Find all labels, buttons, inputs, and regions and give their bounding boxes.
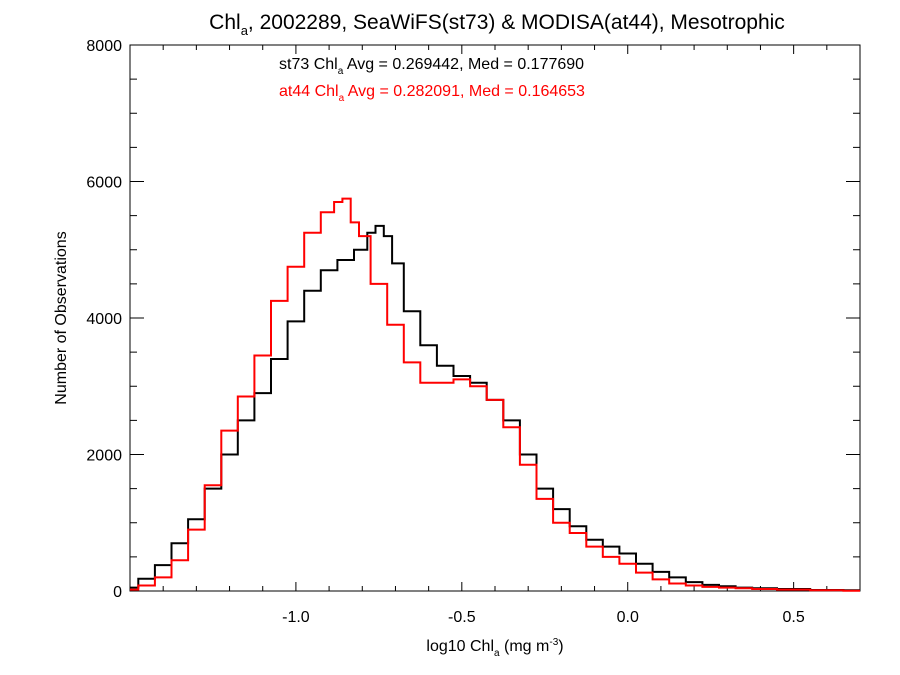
chart-title-base: Chl [209, 11, 241, 34]
chart-title-subscript: a [241, 23, 249, 38]
annotation-st73: st73 Chla Avg = 0.269442, Med = 0.177690 [279, 56, 584, 77]
y-axis-ticks [130, 44, 860, 592]
series-line-at44 [130, 197, 860, 592]
chart-title-rest: , 2002289, SeaWiFS(st73) & MODISA(at44),… [248, 11, 785, 34]
x-tick-label: -1.0 [282, 609, 310, 626]
annotation-at44-post: Avg = 0.282091, Med = 0.164653 [344, 83, 585, 100]
y-axis-label: Number of Observations [53, 231, 70, 404]
x-axis-label-base: log10 Chl [426, 638, 494, 655]
annotation-at44-subscript: a [339, 93, 345, 104]
x-axis-label-end: ) [558, 638, 563, 655]
chart-title: Chla, 2002289, SeaWiFS(st73) & MODISA(at… [209, 11, 785, 38]
x-axis-label-subscript: a [494, 648, 500, 659]
annotation-at44-pre: at44 Chl [279, 83, 339, 100]
x-axis-tick-labels: -1.0 -0.5 0.0 0.5 [282, 609, 805, 626]
x-axis-label-mid: (mg m [500, 638, 550, 655]
annotation-st73-post: Avg = 0.269442, Med = 0.177690 [343, 56, 584, 73]
y-axis-tick-labels: 0 2000 4000 6000 8000 [86, 38, 122, 601]
x-axis-label: log10 Chla (mg m-3) [426, 637, 563, 659]
x-axis-label-superscript: -3 [549, 637, 558, 648]
annotation-st73-subscript: a [338, 66, 344, 77]
y-tick-label: 2000 [86, 448, 122, 465]
x-tick-label: 0.5 [783, 609, 805, 626]
series-layer [130, 197, 860, 592]
y-tick-label: 8000 [86, 38, 122, 55]
x-axis-ticks [162, 45, 861, 591]
x-tick-label: -0.5 [448, 609, 476, 626]
x-tick-label: 0.0 [617, 609, 639, 626]
y-tick-label: 0 [113, 584, 122, 601]
series-line-st73 [130, 224, 860, 592]
y-tick-label: 6000 [86, 175, 122, 192]
plot-frame [129, 44, 861, 592]
annotation-st73-pre: st73 Chl [279, 56, 338, 73]
y-tick-label: 4000 [86, 311, 122, 328]
annotation-at44: at44 Chla Avg = 0.282091, Med = 0.164653 [279, 83, 585, 104]
